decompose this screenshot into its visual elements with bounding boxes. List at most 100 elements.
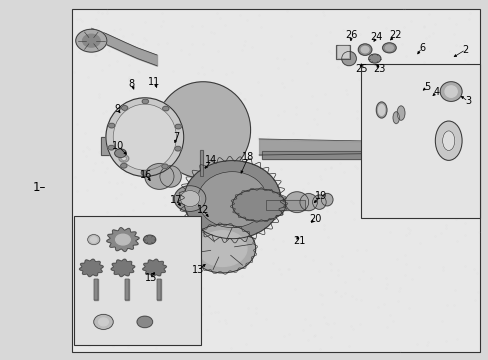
Text: 16: 16 [140,170,152,180]
Ellipse shape [144,163,174,189]
Polygon shape [111,259,135,276]
Text: 24: 24 [370,32,382,42]
Ellipse shape [113,104,176,170]
Text: 13: 13 [192,265,204,275]
Bar [266,201,305,210]
Circle shape [141,171,147,175]
Text: 20: 20 [308,214,321,224]
Ellipse shape [174,186,205,211]
Ellipse shape [434,121,461,160]
Circle shape [116,234,130,245]
Circle shape [76,29,107,52]
Text: 7: 7 [173,132,179,142]
Ellipse shape [396,106,404,120]
Bar [74,216,201,345]
Circle shape [121,105,127,110]
Circle shape [82,34,100,47]
Ellipse shape [156,82,250,178]
Circle shape [162,164,168,168]
Text: 19: 19 [315,191,327,201]
Circle shape [198,231,246,266]
Bar [157,279,161,300]
Ellipse shape [361,46,368,53]
Ellipse shape [106,98,183,176]
Text: 10: 10 [112,141,124,151]
Text: 21: 21 [292,237,305,247]
Polygon shape [80,259,103,276]
Bar [101,137,159,155]
Ellipse shape [90,237,97,242]
Circle shape [108,145,114,150]
Text: 6: 6 [418,43,424,53]
Circle shape [142,99,148,104]
Ellipse shape [321,193,332,206]
Bar [125,279,129,300]
Bar [72,9,479,352]
Text: 3: 3 [464,96,470,107]
Ellipse shape [183,161,280,239]
Text: 26: 26 [345,30,357,40]
Ellipse shape [439,82,461,102]
Bar [261,151,368,159]
Ellipse shape [392,112,399,123]
Bar [200,150,203,176]
Text: 9: 9 [114,104,120,113]
Polygon shape [142,259,166,276]
Text: 11: 11 [148,77,161,87]
Text: 17: 17 [170,195,182,204]
Circle shape [108,123,115,128]
Text: 8: 8 [128,78,135,89]
Bar [200,150,203,176]
Text: 4: 4 [432,87,439,98]
Ellipse shape [299,194,317,211]
Ellipse shape [99,318,108,326]
Bar [261,151,368,159]
Text: 2: 2 [462,45,468,55]
Bar [361,64,479,217]
Ellipse shape [143,235,156,244]
Ellipse shape [160,166,181,187]
Ellipse shape [442,131,454,150]
Text: 1–: 1– [33,181,46,194]
Text: 12: 12 [197,205,209,215]
Ellipse shape [444,86,456,97]
Ellipse shape [180,190,200,207]
Bar [94,279,98,300]
Ellipse shape [341,51,356,66]
Bar [157,279,161,300]
Text: 5: 5 [423,82,429,92]
Text: 22: 22 [388,30,401,40]
Ellipse shape [285,192,308,212]
Ellipse shape [312,195,325,209]
Circle shape [121,163,127,168]
Polygon shape [106,228,139,252]
Ellipse shape [197,172,266,228]
Ellipse shape [378,105,384,115]
Text: 14: 14 [205,156,217,165]
Ellipse shape [137,316,152,328]
Ellipse shape [94,314,113,329]
Bar [335,45,349,59]
Ellipse shape [358,44,371,55]
Circle shape [175,124,181,129]
Ellipse shape [87,235,100,244]
Circle shape [174,146,181,151]
Bar [125,279,129,300]
Bar [337,46,347,57]
Text: 25: 25 [354,64,366,74]
Bar [101,137,159,155]
Text: 23: 23 [373,64,385,74]
Text: 18: 18 [242,152,254,162]
Ellipse shape [382,43,395,53]
Circle shape [163,106,169,111]
Ellipse shape [385,45,392,51]
Bar [94,279,98,300]
Ellipse shape [375,102,386,118]
Ellipse shape [368,54,380,63]
Circle shape [115,149,126,157]
Bar [335,45,349,59]
Circle shape [189,224,255,273]
Text: 15: 15 [144,273,157,283]
Bar [266,201,305,210]
Ellipse shape [232,189,285,221]
